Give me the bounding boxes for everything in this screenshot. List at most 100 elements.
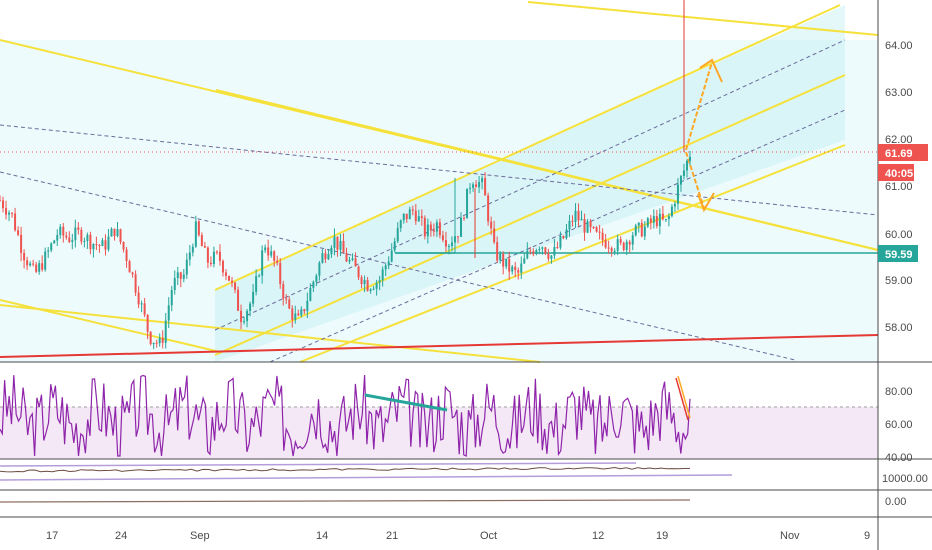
candle-body (408, 209, 411, 220)
candle-body (173, 278, 176, 291)
lower-line (0, 499, 691, 503)
candle-body (74, 227, 77, 241)
candle-body (231, 280, 234, 283)
candle-body (366, 279, 369, 291)
oscillator-axis[interactable]: 40.00 60.00 80.00 (885, 386, 913, 464)
candle-body (592, 227, 595, 229)
candle-body (456, 236, 459, 238)
candle-body (496, 242, 499, 261)
dashed-line-2[interactable] (0, 171, 796, 361)
candle-body (306, 300, 309, 312)
candle-body (622, 242, 625, 251)
yellow-line-top[interactable] (527, 1, 879, 36)
y-tick: 58.00 (885, 322, 913, 334)
volume-line (0, 466, 691, 473)
candle-body (580, 218, 583, 221)
candle-body (53, 240, 56, 244)
candle-body (667, 216, 670, 220)
candle-body (273, 251, 276, 261)
yellow-line-desc-2[interactable] (215, 89, 879, 251)
time-axis[interactable]: 17 24 Sep 14 21 Oct 12 19 Nov 9 (46, 530, 870, 542)
candle-body (535, 250, 538, 255)
osc-y-tick: 40.00 (885, 452, 913, 464)
candle-body (110, 228, 113, 237)
candle-body (601, 232, 604, 241)
candle-body (279, 262, 282, 285)
candle-body (637, 222, 640, 226)
price-axis[interactable]: 58.00 59.00 60.00 61.00 62.00 63.00 64.0… (885, 40, 913, 334)
candle-body (607, 247, 610, 249)
candle-body (324, 253, 327, 260)
candle-body (345, 252, 348, 262)
candle-body (444, 240, 447, 247)
candle-body (514, 266, 517, 271)
dashed-channel-1[interactable] (214, 39, 846, 331)
candle-body (499, 253, 502, 261)
candle-body (640, 222, 643, 237)
candle-body (517, 270, 520, 273)
candle-body (179, 272, 182, 279)
candle-body (35, 264, 38, 272)
up-arrowhead (699, 58, 723, 83)
candle-body (38, 263, 41, 272)
candle-body (264, 247, 267, 251)
candle-body (170, 290, 173, 306)
candle-body (246, 310, 249, 322)
candle-body (435, 222, 438, 232)
dashed-line-1[interactable] (0, 124, 879, 216)
candle-body (520, 263, 523, 273)
candle-body (613, 250, 616, 252)
candle-body (149, 331, 152, 345)
countdown-badge (878, 164, 914, 181)
candle-body (59, 226, 62, 236)
red-support-line[interactable] (0, 334, 879, 358)
y-tick: 62.00 (885, 134, 913, 146)
y-tick: 59.00 (885, 275, 913, 287)
candle-body (206, 247, 209, 263)
candle-body (255, 276, 258, 292)
channel-shade (0, 40, 878, 362)
down-projection-arrow[interactable] (685, 151, 705, 209)
candle-body (481, 178, 484, 182)
candle-body (429, 224, 432, 231)
candle-body (679, 176, 682, 185)
candles (0, 150, 691, 350)
trend-lines[interactable] (0, 0, 879, 363)
candle-body (131, 272, 134, 275)
candle-body (14, 213, 17, 231)
y-tick: 63.00 (885, 87, 913, 99)
osc-divergence-line[interactable] (364, 393, 448, 412)
candle-body (176, 272, 179, 279)
candle-body (270, 251, 273, 256)
candle-body (116, 229, 119, 237)
oscillator-line (0, 374, 691, 457)
candle-body (658, 213, 661, 227)
candle-body (185, 259, 188, 275)
candle-body (414, 210, 417, 222)
lower-panel[interactable] (0, 490, 878, 517)
candle-body (670, 206, 673, 217)
y-tick: 61.00 (885, 181, 913, 193)
osc-orange-trend[interactable] (677, 375, 691, 419)
channel-upper[interactable] (214, 4, 841, 291)
candle-body (297, 313, 300, 316)
channel-mid[interactable] (214, 74, 846, 356)
x-tick: 17 (46, 530, 58, 542)
yellow-line-lower[interactable] (0, 304, 541, 363)
candle-body (676, 184, 679, 204)
osc-red-trend[interactable] (675, 377, 689, 421)
candle-body (11, 212, 14, 214)
candle-body (469, 187, 472, 189)
candle-body (300, 309, 303, 316)
yellow-line-lower-2[interactable] (0, 299, 221, 353)
candle-body (249, 303, 252, 311)
candle-body (243, 321, 246, 323)
candle-body (562, 236, 565, 239)
candle-body (511, 266, 514, 272)
up-projection-arrow[interactable] (685, 61, 713, 151)
candle-body (616, 239, 619, 251)
candle-body (164, 320, 167, 343)
candle-body (643, 226, 646, 237)
candle-body (188, 252, 191, 260)
candle-body (77, 227, 80, 230)
